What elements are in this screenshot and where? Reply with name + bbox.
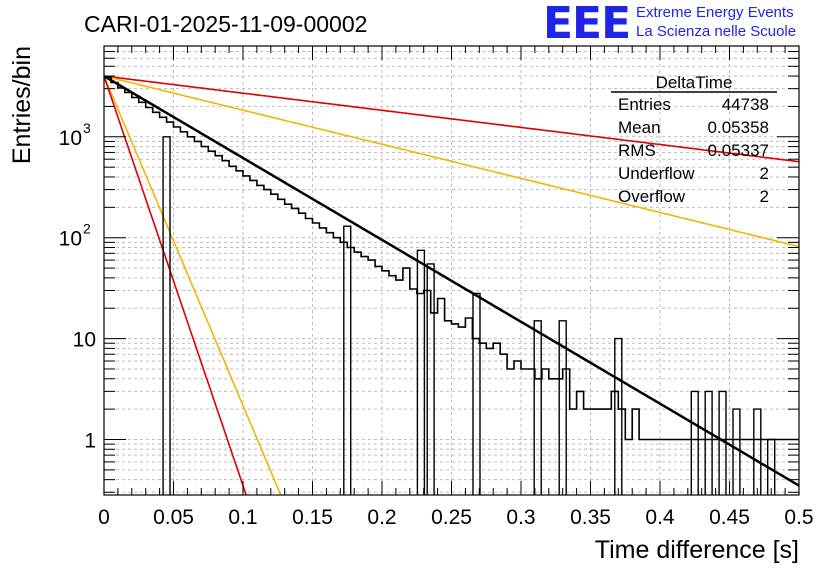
stats-value-entries: 44738 (722, 95, 769, 114)
histogram-bin (704, 390, 713, 495)
stats-label-underflow: Underflow (618, 164, 695, 183)
stats-value-underflow: 2 (760, 164, 769, 183)
curve-red-fast (103, 75, 247, 496)
curve-orange-fast (103, 75, 282, 496)
histogram-bin (767, 438, 776, 495)
x-tick-label: 0.25 (431, 506, 472, 529)
eee-logo: EEE (543, 0, 631, 49)
y-tick-exponent: 2 (83, 221, 91, 237)
histogram-outline (104, 76, 799, 441)
logo-line-1: Extreme Energy Events (636, 4, 794, 21)
y-tick-label: 10 (73, 329, 96, 352)
histogram-bin (472, 292, 481, 495)
stats-label-mean: Mean (618, 118, 661, 137)
logo-line-2: La Scienza nelle Scuole (636, 23, 797, 40)
histogram-bin (426, 263, 435, 495)
stats-label-entries: Entries (618, 95, 671, 114)
tick-layer: 0 0.05 0.1 0.15 0.2 0.25 0.3 0.35 0.4 0.45 0.5 1 10 1… (59, 46, 814, 529)
y-tick-label: 1 (84, 430, 96, 453)
curve-fit (103, 75, 800, 487)
histogram-bin (732, 408, 741, 495)
x-tick-label: 0.4 (645, 506, 675, 529)
histogram-bin (558, 320, 567, 495)
stats-value-rms: 0.05337 (708, 141, 769, 160)
stats-value-overflow: 2 (760, 187, 769, 206)
eee-logo-text: Extreme Energy Events La Scienza nelle S… (636, 3, 796, 41)
histogram-bin (690, 390, 699, 495)
x-tick-label: 0.3 (506, 506, 535, 529)
curve-orange-slow (103, 75, 800, 248)
stats-box: DeltaTime Entries 44738 Mean 0.05358 RMS… (611, 73, 777, 206)
stats-value-mean: 0.05358 (708, 118, 769, 137)
x-tick-label: 0.35 (570, 506, 611, 529)
stats-label-rms: RMS (618, 141, 656, 160)
stats-label-overflow: Overflow (618, 187, 686, 206)
histogram-bin (162, 136, 171, 495)
curve-red-slow (103, 75, 800, 163)
y-tick-label: 10 (59, 228, 82, 251)
histogram-bin (343, 225, 352, 495)
y-tick-label: 10 (59, 127, 82, 150)
x-tick-label: 0.2 (367, 506, 396, 529)
histogram-bin (614, 337, 623, 495)
x-tick-label: 0.45 (709, 506, 750, 529)
x-tick-label: 0 (98, 506, 110, 529)
y-tick-exponent: 3 (83, 120, 91, 136)
stats-title: DeltaTime (656, 73, 733, 92)
x-tick-label: 0.05 (153, 506, 194, 529)
chart-title: CARI-01-2025-11-09-00002 (84, 11, 367, 37)
x-tick-label: 0.15 (292, 506, 333, 529)
histogram-layer (104, 76, 799, 495)
grid-layer (104, 46, 799, 495)
y-axis-label: Entries/bin (8, 46, 36, 164)
x-axis-label: Time difference [s] (595, 536, 799, 564)
x-tick-label: 0.5 (784, 506, 813, 529)
x-tick-label: 0.1 (228, 506, 257, 529)
histogram-bin (416, 249, 426, 495)
histogram-bin (533, 320, 542, 495)
curve-layer (103, 75, 800, 496)
histogram-bin (718, 390, 727, 495)
histogram-bin (753, 408, 762, 495)
